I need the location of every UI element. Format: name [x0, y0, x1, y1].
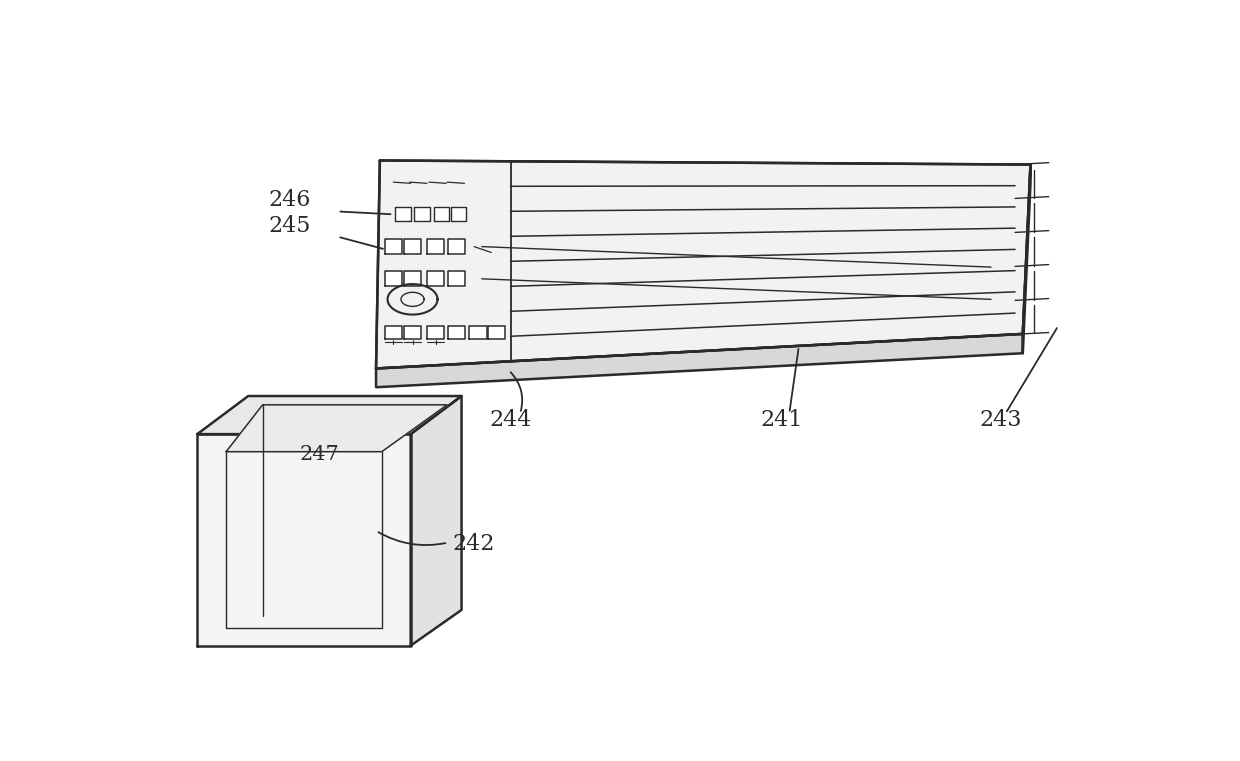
- Polygon shape: [469, 326, 486, 339]
- Polygon shape: [376, 161, 511, 368]
- Text: 246: 246: [268, 189, 311, 211]
- Polygon shape: [384, 326, 402, 339]
- Polygon shape: [448, 326, 465, 339]
- Polygon shape: [434, 207, 449, 221]
- Polygon shape: [404, 271, 422, 286]
- Polygon shape: [396, 207, 410, 221]
- Polygon shape: [448, 239, 465, 254]
- Polygon shape: [226, 405, 448, 452]
- Polygon shape: [376, 161, 1030, 368]
- Text: 242: 242: [453, 533, 495, 555]
- Polygon shape: [384, 239, 402, 254]
- Text: 245: 245: [268, 215, 311, 237]
- Polygon shape: [1023, 164, 1030, 353]
- Polygon shape: [448, 271, 465, 286]
- Polygon shape: [427, 271, 444, 286]
- Polygon shape: [384, 271, 402, 286]
- Polygon shape: [410, 396, 461, 645]
- Polygon shape: [404, 239, 422, 254]
- Polygon shape: [427, 239, 444, 254]
- Text: 243: 243: [980, 409, 1022, 431]
- Text: 244: 244: [490, 409, 532, 431]
- Polygon shape: [414, 207, 430, 221]
- Text: 241: 241: [760, 409, 802, 431]
- Text: 247: 247: [299, 445, 339, 464]
- Polygon shape: [404, 326, 422, 339]
- Polygon shape: [487, 326, 505, 339]
- Polygon shape: [197, 434, 410, 645]
- Polygon shape: [427, 326, 444, 339]
- Polygon shape: [197, 396, 461, 434]
- Polygon shape: [451, 207, 466, 221]
- Polygon shape: [376, 334, 1023, 387]
